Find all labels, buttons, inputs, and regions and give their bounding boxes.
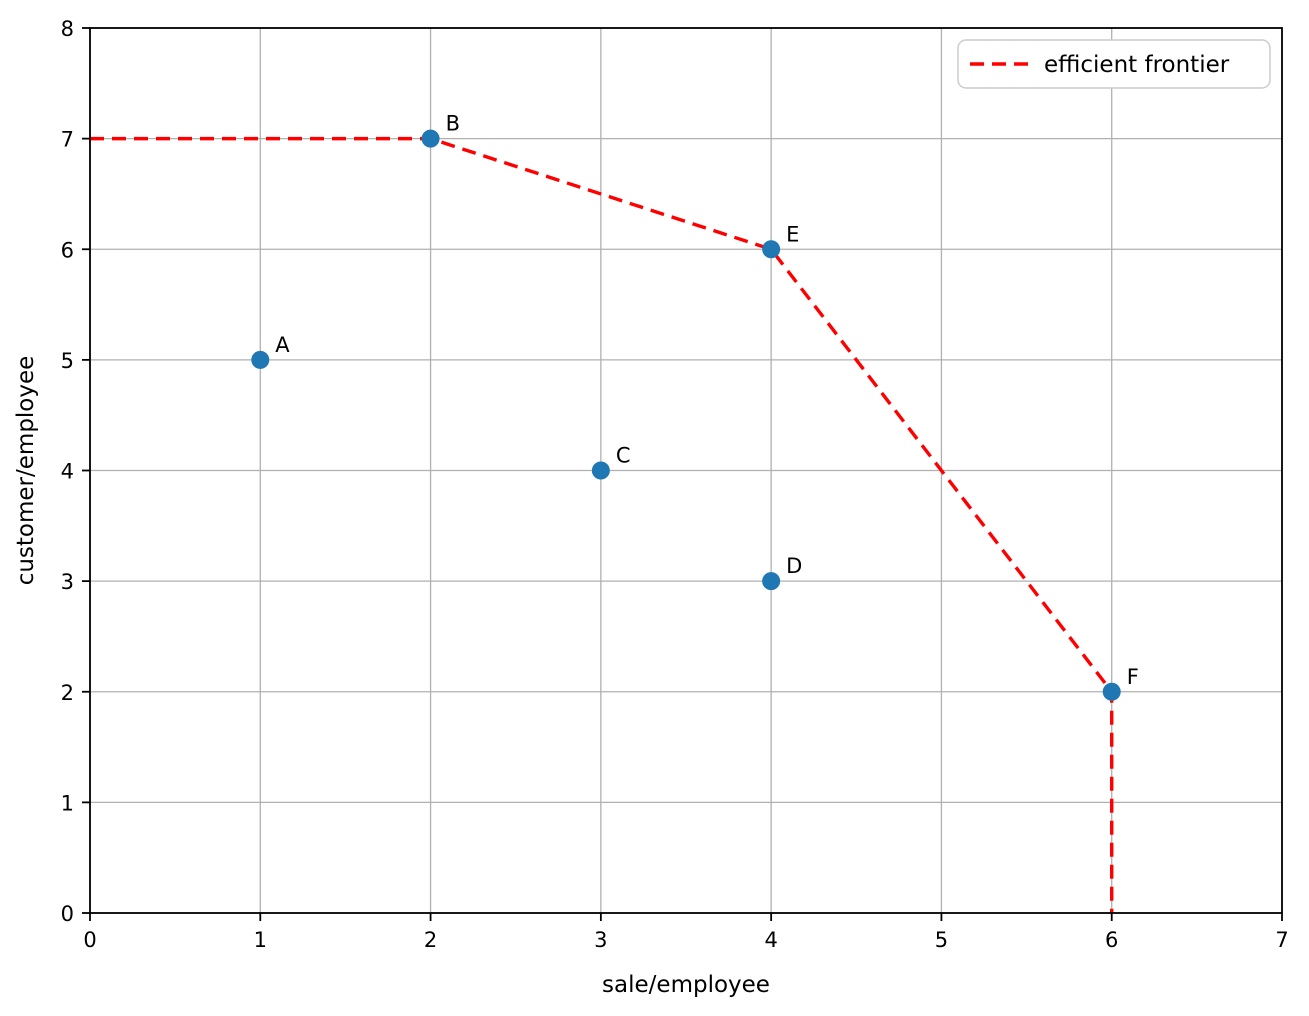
x-tick-label: 6 (1105, 928, 1118, 952)
y-tick-label: 5 (61, 349, 74, 373)
y-tick-label: 6 (61, 238, 74, 262)
x-axis-label: sale/employee (602, 972, 770, 998)
point-layer: A B C D E F (251, 112, 1139, 701)
y-tick-label: 7 (61, 128, 74, 152)
y-tick-label: 1 (61, 791, 74, 815)
x-tick-label: 0 (83, 928, 96, 952)
efficient-frontier-line (90, 136, 1114, 913)
x-tick-label: 1 (254, 928, 267, 952)
data-point-E (762, 240, 781, 259)
y-tick-label: 3 (61, 570, 74, 594)
y-tick-label: 8 (61, 17, 74, 41)
x-tick-label: 3 (594, 928, 607, 952)
legend-box (957, 39, 1271, 89)
y-tick-label: 2 (61, 681, 74, 705)
tick-layer: 0 1 2 3 4 5 6 7 0 1 2 3 4 5 6 7 8 (61, 17, 1289, 952)
x-tick-label: 2 (424, 928, 437, 952)
data-point-D (762, 572, 781, 591)
legend: efficient frontier (957, 39, 1271, 89)
point-label-B: B (446, 112, 460, 136)
data-point-C (591, 461, 610, 480)
data-point-B (421, 129, 440, 148)
grid-layer (89, 27, 1283, 914)
x-tick-label: 5 (935, 928, 948, 952)
point-label-C: C (616, 444, 631, 468)
y-tick-label: 0 (61, 902, 74, 926)
point-label-D: D (786, 554, 802, 578)
x-tick-label: 4 (764, 928, 777, 952)
data-point-F (1102, 682, 1121, 701)
data-point-A (251, 350, 270, 369)
y-axis-label: customer/employee (13, 356, 39, 586)
point-label-A: A (275, 333, 290, 357)
x-tick-label: 7 (1275, 928, 1288, 952)
point-label-F: F (1127, 665, 1139, 689)
legend-entry-label: efficient frontier (1044, 52, 1230, 78)
point-label-E: E (786, 222, 799, 246)
y-tick-label: 4 (61, 460, 74, 484)
series-layer (90, 136, 1114, 913)
